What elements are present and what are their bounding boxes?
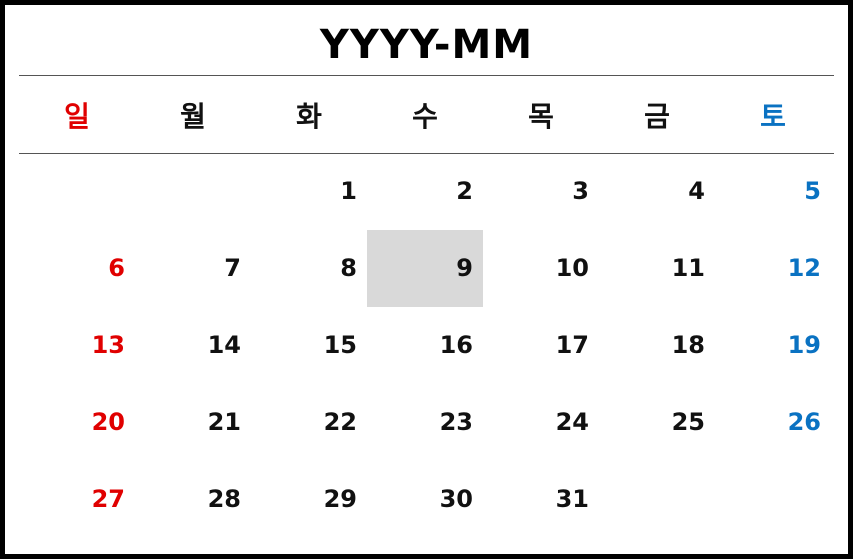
weekday-thursday: 목 xyxy=(528,100,554,133)
day-cell[interactable]: 1 xyxy=(340,177,357,205)
day-cell[interactable]: 19 xyxy=(787,331,821,359)
day-cell[interactable]: 5 xyxy=(804,177,821,205)
day-cell[interactable]: 6 xyxy=(108,254,125,282)
header-divider-top xyxy=(19,75,834,76)
weekday-monday: 월 xyxy=(180,100,206,133)
day-cell[interactable]: 3 xyxy=(572,177,589,205)
header-divider-bottom xyxy=(19,153,834,154)
day-cell[interactable]: 14 xyxy=(207,331,241,359)
day-cell[interactable]: 13 xyxy=(91,331,125,359)
weekday-friday: 금 xyxy=(644,100,670,133)
day-cell[interactable]: 27 xyxy=(91,485,125,513)
day-cell[interactable]: 12 xyxy=(787,254,821,282)
day-cell[interactable]: 21 xyxy=(207,408,241,436)
day-cell[interactable]: 22 xyxy=(323,408,357,436)
day-cell-selected[interactable]: 9 xyxy=(367,230,483,307)
day-cell[interactable]: 4 xyxy=(688,177,705,205)
day-cell[interactable]: 2 xyxy=(456,177,473,205)
day-cell[interactable]: 31 xyxy=(555,485,589,513)
empty-day-cell xyxy=(135,153,251,230)
weekday-sunday: 일 xyxy=(64,100,90,133)
day-cell[interactable]: 18 xyxy=(671,331,705,359)
day-cell[interactable]: 8 xyxy=(340,254,357,282)
empty-day-cell xyxy=(19,153,135,230)
day-cell[interactable]: 25 xyxy=(671,408,705,436)
day-cell[interactable]: 11 xyxy=(671,254,705,282)
weekday-header-row: 일 월 화 수 목 금 토 xyxy=(19,85,834,149)
calendar-title: YYYY-MM xyxy=(319,22,534,68)
day-cell[interactable]: 20 xyxy=(91,408,125,436)
day-cell[interactable]: 17 xyxy=(555,331,589,359)
day-cell[interactable]: 24 xyxy=(555,408,589,436)
day-cell[interactable]: 29 xyxy=(323,485,357,513)
day-cell[interactable]: 28 xyxy=(207,485,241,513)
day-cell[interactable]: 7 xyxy=(224,254,241,282)
day-cell[interactable]: 15 xyxy=(323,331,357,359)
weekday-saturday: 토 xyxy=(760,100,786,133)
day-cell[interactable]: 30 xyxy=(439,485,473,513)
day-grid: 1 2 3 4 5 6 7 8 9 10 11 12 13 14 15 16 17 18 19 20 21 22 23 24 2… xyxy=(19,153,834,538)
day-cell[interactable]: 10 xyxy=(555,254,589,282)
weekday-tuesday: 화 xyxy=(296,100,322,133)
day-cell[interactable]: 23 xyxy=(439,408,473,436)
day-cell[interactable]: 16 xyxy=(439,331,473,359)
weekday-wednesday: 수 xyxy=(412,100,438,133)
day-cell[interactable]: 26 xyxy=(787,408,821,436)
